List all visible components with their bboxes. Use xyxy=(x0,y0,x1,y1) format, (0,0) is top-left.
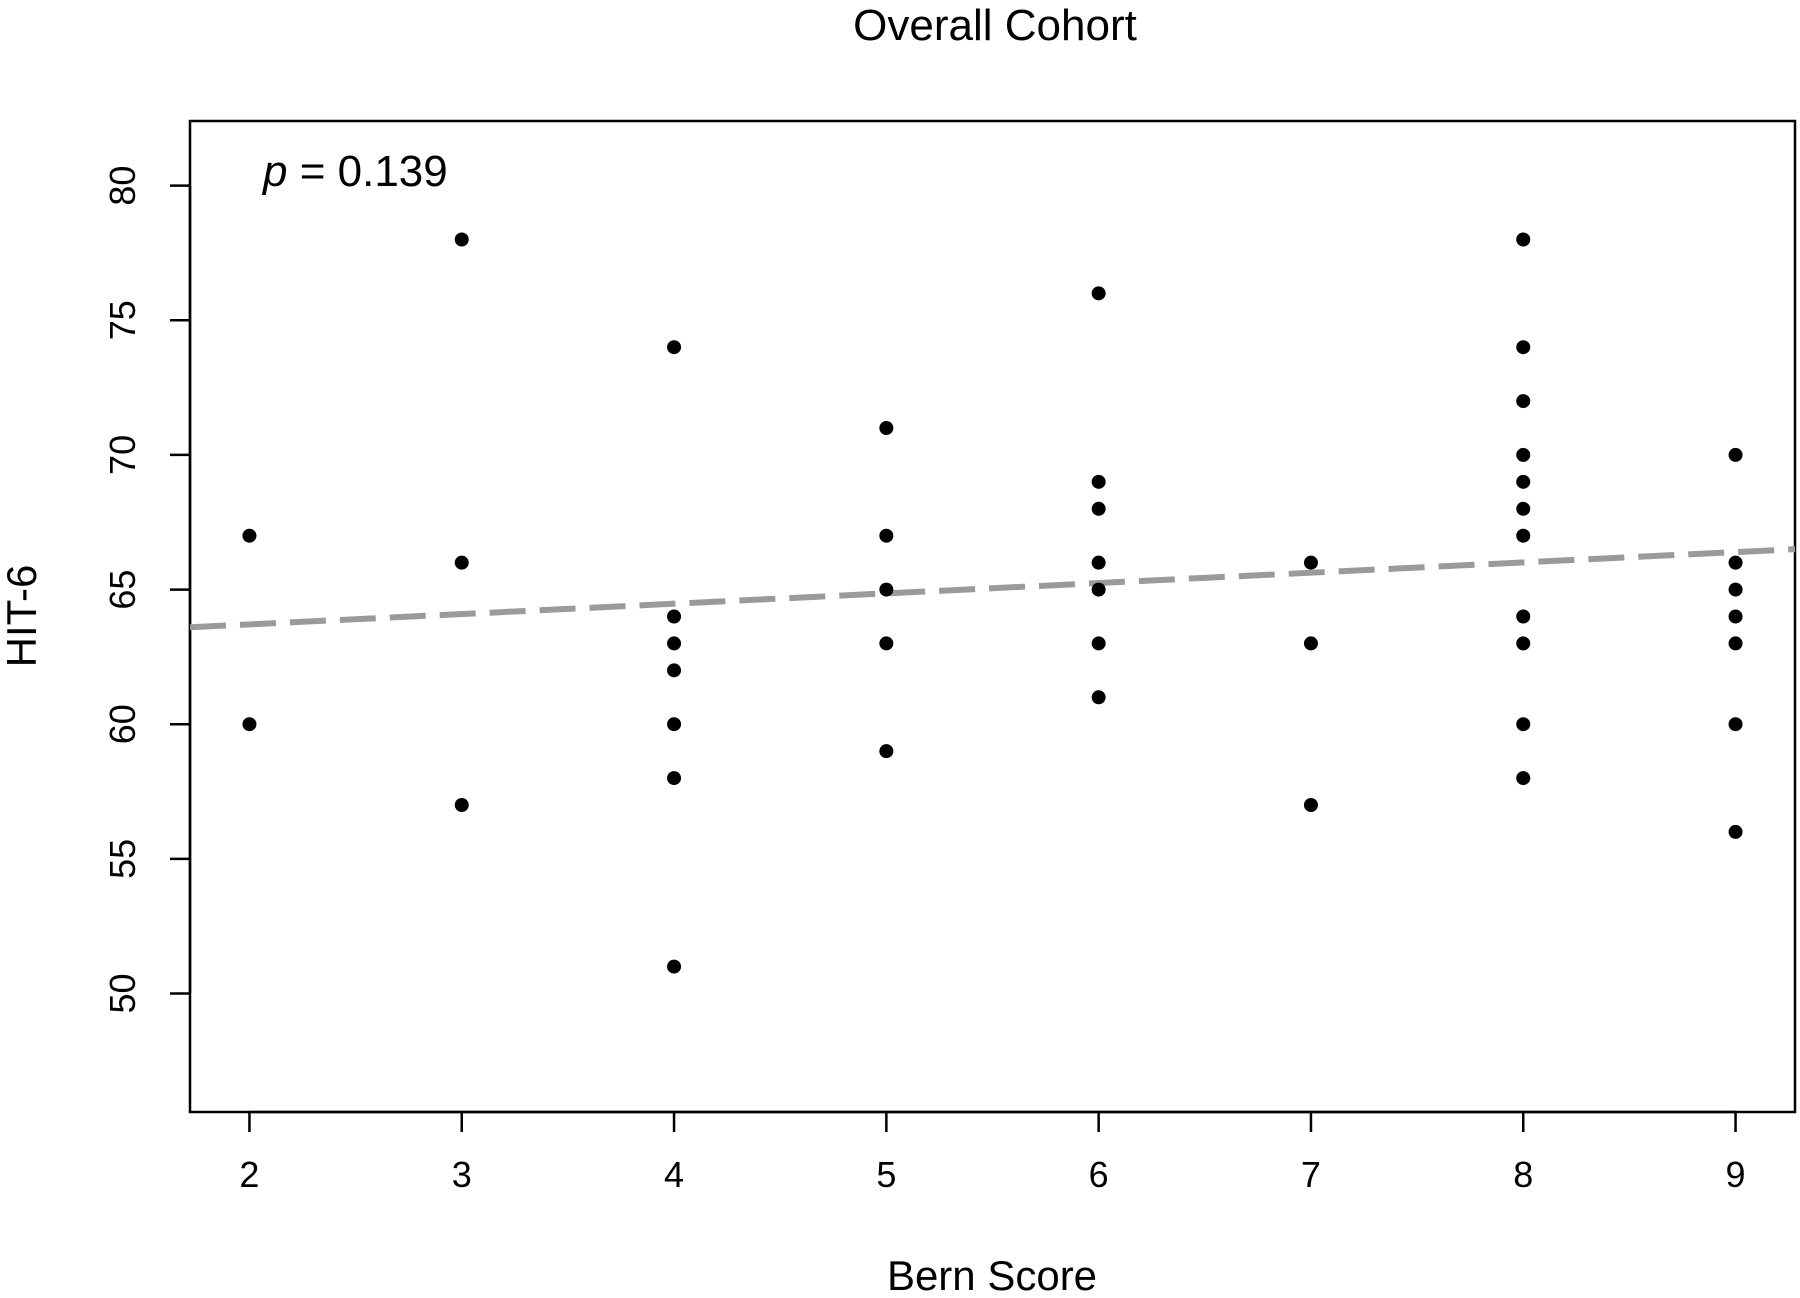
x-tick-label: 5 xyxy=(876,1154,896,1195)
plot-frame xyxy=(188,119,1797,1114)
data-point xyxy=(1516,340,1531,355)
data-point xyxy=(1091,690,1106,705)
data-point xyxy=(1728,555,1743,570)
data-point xyxy=(1516,474,1531,489)
data-point xyxy=(667,609,682,624)
data-point xyxy=(1728,447,1743,462)
data-point xyxy=(1303,555,1318,570)
data-point xyxy=(1516,609,1531,624)
data-point xyxy=(667,340,682,355)
data-point xyxy=(1091,636,1106,651)
y-tick-label: 70 xyxy=(102,435,143,475)
y-tick-label: 60 xyxy=(102,704,143,744)
chart-title: Overall Cohort xyxy=(853,1,1137,50)
y-tick-label: 80 xyxy=(102,166,143,206)
data-point xyxy=(1303,636,1318,651)
data-point xyxy=(1728,636,1743,651)
y-tick-label: 50 xyxy=(102,973,143,1013)
p-value-text: = 0.139 xyxy=(287,147,447,196)
x-tick-label: 8 xyxy=(1513,1154,1533,1195)
x-axis: 2 3 4 5 6 7 8 9 xyxy=(239,1110,1746,1195)
data-point xyxy=(1091,474,1106,489)
y-tick-label: 55 xyxy=(102,839,143,879)
data-point xyxy=(879,744,894,759)
data-point xyxy=(1303,798,1318,813)
data-point xyxy=(1091,582,1106,597)
data-point xyxy=(1516,717,1531,732)
data-point xyxy=(242,528,257,543)
x-tick-label: 6 xyxy=(1089,1154,1109,1195)
x-tick-label: 7 xyxy=(1301,1154,1321,1195)
data-point xyxy=(1728,717,1743,732)
data-point xyxy=(1516,232,1531,247)
data-point xyxy=(667,771,682,786)
data-point xyxy=(1516,501,1531,516)
data-point xyxy=(454,232,469,247)
x-axis-label: Bern Score xyxy=(887,1252,1097,1298)
data-point xyxy=(1091,501,1106,516)
data-point xyxy=(1091,555,1106,570)
data-point xyxy=(1728,824,1743,839)
data-point xyxy=(1516,771,1531,786)
data-point xyxy=(879,528,894,543)
data-point xyxy=(454,555,469,570)
data-point xyxy=(879,420,894,435)
y-tick-label: 75 xyxy=(102,300,143,340)
data-point xyxy=(667,959,682,974)
x-tick-label: 9 xyxy=(1726,1154,1746,1195)
p-value-annotation: p = 0.139 xyxy=(261,147,448,196)
x-tick-label: 4 xyxy=(664,1154,684,1195)
y-axis-label: HIT-6 xyxy=(0,565,45,668)
data-point xyxy=(667,717,682,732)
points-layer xyxy=(242,232,1743,974)
p-value-symbol: p xyxy=(261,147,287,196)
data-point xyxy=(1728,582,1743,597)
data-point xyxy=(879,582,894,597)
x-tick-label: 3 xyxy=(452,1154,472,1195)
data-point xyxy=(667,636,682,651)
data-point xyxy=(1516,636,1531,651)
data-point xyxy=(242,717,257,732)
data-point xyxy=(454,798,469,813)
data-point xyxy=(879,636,894,651)
data-point xyxy=(1516,394,1531,409)
regression-line xyxy=(189,546,1796,631)
trend-layer xyxy=(189,546,1796,631)
data-point xyxy=(667,663,682,678)
data-point xyxy=(1091,286,1106,301)
data-point xyxy=(1516,528,1531,543)
y-tick-label: 65 xyxy=(102,570,143,610)
x-tick-label: 2 xyxy=(239,1154,259,1195)
data-point xyxy=(1728,609,1743,624)
y-axis: 50 55 60 65 70 75 80 xyxy=(102,166,192,1014)
data-point xyxy=(1516,447,1531,462)
